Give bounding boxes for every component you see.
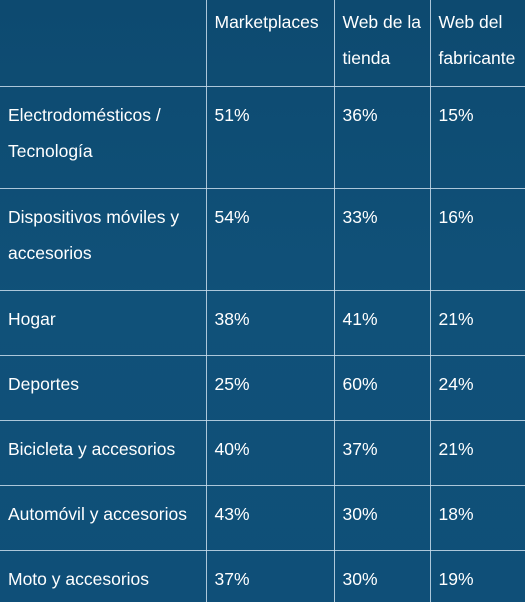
table-header-row: Marketplaces Web de la tienda Web del fa…	[0, 0, 525, 87]
category-cell: Deportes	[0, 355, 207, 421]
table-row: Moto y accesorios 37% 30% 19%	[0, 550, 525, 602]
category-cell: Dispositivos móviles y accesorios	[0, 188, 207, 291]
web-fabricante-value: 19%	[429, 550, 525, 602]
web-tienda-value: 60%	[333, 355, 431, 421]
category-cell: Hogar	[0, 290, 207, 356]
header-empty-cell	[0, 0, 207, 87]
marketplaces-value: 38%	[205, 290, 335, 356]
category-cell: Electrodomésticos / Tecnología	[0, 86, 207, 189]
table-row: Electrodomésticos / Tecnología 51% 36% 1…	[0, 86, 525, 189]
header-web-tienda: Web de la tienda	[333, 0, 431, 87]
web-fabricante-value: 16%	[429, 188, 525, 291]
table-row: Hogar 38% 41% 21%	[0, 290, 525, 356]
web-tienda-value: 33%	[333, 188, 431, 291]
marketplaces-value: 51%	[205, 86, 335, 189]
marketplaces-value: 40%	[205, 420, 335, 486]
marketplaces-value: 43%	[205, 485, 335, 551]
category-cell: Bicicleta y accesorios	[0, 420, 207, 486]
web-fabricante-value: 21%	[429, 420, 525, 486]
web-tienda-value: 37%	[333, 420, 431, 486]
table-row: Bicicleta y accesorios 40% 37% 21%	[0, 420, 525, 486]
marketplaces-value: 37%	[205, 550, 335, 602]
marketplaces-value: 25%	[205, 355, 335, 421]
web-tienda-value: 41%	[333, 290, 431, 356]
table-row: Dispositivos móviles y accesorios 54% 33…	[0, 188, 525, 291]
header-web-fabricante: Web del fabricante	[429, 0, 525, 87]
header-marketplaces: Marketplaces	[205, 0, 335, 87]
web-fabricante-value: 18%	[429, 485, 525, 551]
web-tienda-value: 30%	[333, 485, 431, 551]
web-tienda-value: 36%	[333, 86, 431, 189]
marketplaces-value: 54%	[205, 188, 335, 291]
web-fabricante-value: 15%	[429, 86, 525, 189]
table-row: Automóvil y accesorios 43% 30% 18%	[0, 485, 525, 551]
web-fabricante-value: 21%	[429, 290, 525, 356]
table-row: Deportes 25% 60% 24%	[0, 355, 525, 421]
category-cell: Moto y accesorios	[0, 550, 207, 602]
web-tienda-value: 30%	[333, 550, 431, 602]
category-cell: Automóvil y accesorios	[0, 485, 207, 551]
web-fabricante-value: 24%	[429, 355, 525, 421]
